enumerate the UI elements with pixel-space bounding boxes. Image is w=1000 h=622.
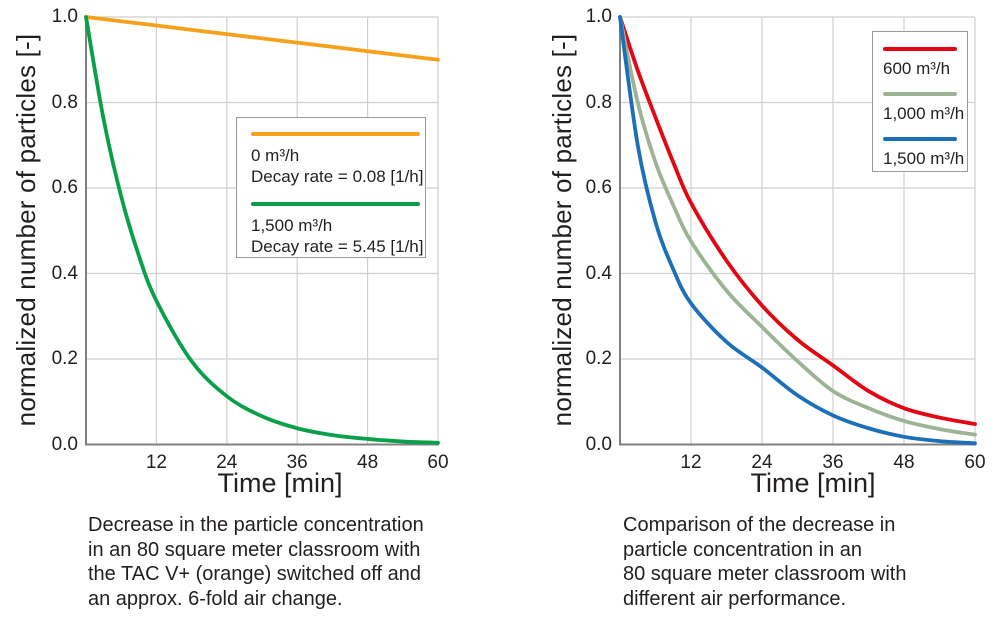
y-tick-label: 0.4: [51, 262, 78, 284]
x-tick-label: 24: [216, 451, 238, 473]
legend-entry: 1,500 m³/h: [883, 137, 965, 169]
x-tick-label: 36: [822, 451, 844, 473]
y-axis-label: normalized number of particles [-]: [547, 33, 577, 427]
y-tick-label: 0.4: [585, 262, 612, 284]
legend-swatch-red-line: [883, 47, 957, 51]
y-tick-label: 0.0: [585, 433, 612, 455]
legend-label: 1,500 m³/h: [251, 216, 333, 235]
legend-entry: 600 m³/h: [883, 47, 957, 79]
x-tick-label: 12: [145, 451, 167, 473]
legend-entry: 1,000 m³/h: [883, 92, 965, 124]
y-tick-label: 0.2: [585, 348, 612, 369]
x-tick-label: 60: [964, 451, 986, 473]
y-tick-label: 0.8: [585, 91, 612, 113]
legend-entry: 1,500 m³/h Decay rate = 5.45 [1/h]: [251, 202, 424, 257]
x-axis-label: Time [min]: [217, 468, 343, 498]
legend-label: 1,000 m³/h: [883, 104, 965, 123]
x-tick-label: 24: [751, 451, 773, 473]
chart-decay-off-vs-on: 12 24 36 48 60 0.0 0.2 0.4 0.6 0.8 1.0 normalized …: [11, 6, 449, 610]
series-line: [618, 15, 977, 426]
series-line: [84, 15, 440, 62]
legend: 0 m³/h Decay rate = 0.08 [1/h] 1,500 m³/…: [236, 117, 426, 258]
x-axis-label: Time [min]: [750, 468, 876, 498]
legend-swatch-sage-line: [883, 92, 957, 96]
plot-area: [618, 15, 977, 446]
series-line: [84, 15, 440, 445]
x-tick-label: 12: [680, 451, 702, 473]
x-tick-label: 48: [893, 451, 915, 473]
legend-label: 1,500 m³/h: [883, 149, 965, 168]
y-tick-label: 0.8: [51, 91, 78, 113]
y-tick-label: 0.6: [585, 177, 612, 198]
chart-air-performance-comparison: 12 24 36 48 60 0.0 0.2 0.4 0.6 0.8 1.0 normalized …: [500, 0, 1000, 622]
plot-area: [84, 15, 440, 446]
legend-swatch-green-line: [251, 202, 420, 206]
legend-sublabel: Decay rate = 5.45 [1/h]: [251, 237, 424, 256]
x-tick-label: 60: [427, 451, 449, 473]
series-line: [618, 15, 977, 446]
y-tick-label: 1.0: [51, 6, 78, 27]
y-tick-label: 1.0: [585, 6, 612, 27]
y-tick-label: 0.0: [51, 433, 78, 455]
legend-swatch-blue-line: [883, 137, 957, 141]
chart-caption: Comparison of the decrease in particle c…: [623, 514, 907, 610]
y-tick-label: 0.2: [51, 348, 78, 369]
legend: 600 m³/h 1,000 m³/h 1,500 m³/h: [872, 31, 968, 172]
legend-entry: 0 m³/h Decay rate = 0.08 [1/h]: [251, 132, 424, 187]
y-tick-label: 0.6: [51, 177, 78, 198]
legend-label: 0 m³/h: [251, 146, 300, 165]
y-axis-label: normalized number of particles [-]: [11, 33, 41, 427]
legend-sublabel: Decay rate = 0.08 [1/h]: [251, 167, 424, 186]
chart-caption: Decrease in the particle concentration i…: [88, 514, 424, 610]
series-line: [618, 15, 977, 437]
legend-label: 600 m³/h: [883, 59, 951, 78]
x-tick-label: 48: [357, 451, 379, 473]
x-tick-label: 36: [286, 451, 308, 473]
legend-swatch-orange-line: [251, 132, 420, 136]
